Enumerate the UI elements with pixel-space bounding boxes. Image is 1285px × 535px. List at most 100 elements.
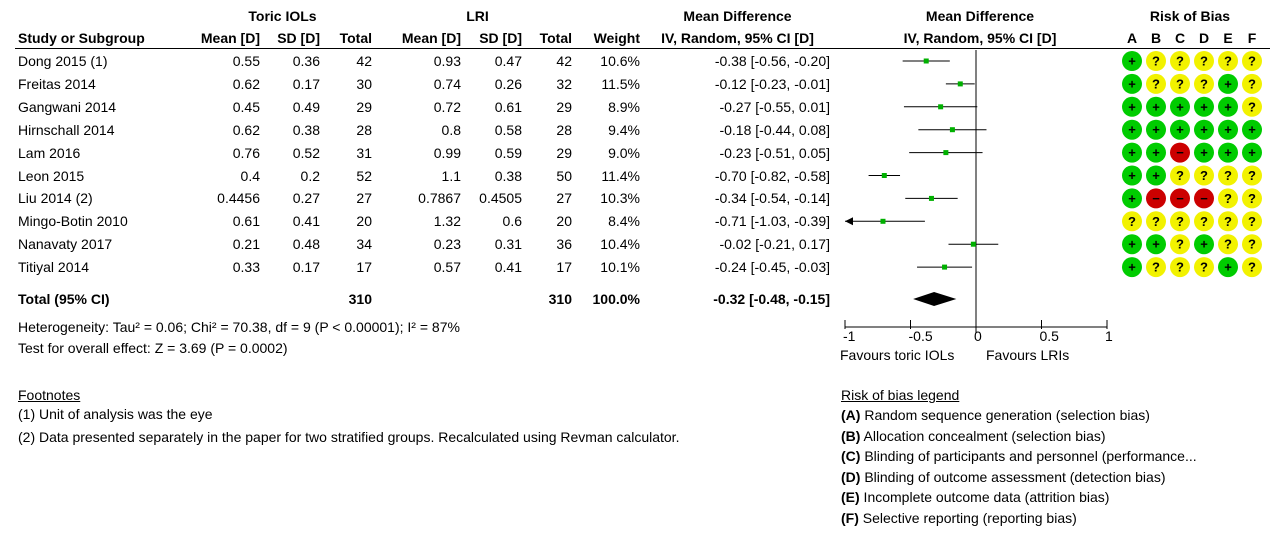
rob-symbol: + bbox=[1176, 99, 1184, 114]
n2-cell: 50 bbox=[556, 167, 572, 184]
rob-symbol: ? bbox=[1128, 214, 1136, 229]
rob-unclear-icon bbox=[1170, 234, 1190, 255]
rob-unclear-icon bbox=[1122, 211, 1142, 232]
total-n2: 310 bbox=[548, 291, 572, 307]
sd2-cell: 0.59 bbox=[494, 144, 522, 161]
rob-unclear-icon bbox=[1146, 211, 1166, 232]
n2-cell: 29 bbox=[556, 144, 572, 161]
rob-unclear-icon bbox=[1146, 73, 1166, 94]
footnotes-title: Footnotes bbox=[18, 387, 81, 403]
mean1-col-header: Mean [D] bbox=[200, 30, 260, 46]
rob-low-icon bbox=[1122, 165, 1142, 186]
rob-low-icon bbox=[1170, 96, 1190, 117]
mean2-cell: 0.7867 bbox=[418, 190, 461, 207]
rob-symbol: + bbox=[1224, 122, 1232, 137]
rob-symbol: ? bbox=[1248, 168, 1256, 183]
rob-legend-key: (D) bbox=[841, 468, 861, 485]
n2-cell: 27 bbox=[556, 190, 572, 207]
weight-col-header: Weight bbox=[593, 30, 640, 46]
rob-low-icon bbox=[1242, 119, 1262, 140]
n1-cell: 29 bbox=[356, 98, 372, 115]
pooled-diamond bbox=[913, 292, 957, 306]
n2-cell: 28 bbox=[556, 121, 572, 138]
rob-unclear-icon bbox=[1242, 257, 1262, 278]
rob-symbol: + bbox=[1152, 122, 1160, 137]
rob-symbol: + bbox=[1200, 237, 1208, 252]
rob-unclear-icon bbox=[1170, 257, 1190, 278]
point-estimate bbox=[942, 264, 948, 270]
sd2-cell: 0.26 bbox=[494, 75, 522, 92]
study-name: Leon 2015 bbox=[18, 167, 85, 184]
sd2-cell: 0.58 bbox=[494, 121, 522, 138]
sd2-cell: 0.41 bbox=[494, 259, 522, 276]
rob-low-icon bbox=[1146, 96, 1166, 117]
rob-symbol: + bbox=[1200, 145, 1208, 160]
rob-symbol: + bbox=[1176, 122, 1184, 137]
rob-low-icon bbox=[1194, 142, 1214, 163]
rob-symbol: − bbox=[1176, 191, 1184, 206]
study-name: Nanavaty 2017 bbox=[18, 236, 113, 253]
overall-effect-stat: Test for overall effect: Z = 3.69 (P = 0… bbox=[18, 340, 288, 356]
ci-arrow-left bbox=[845, 217, 853, 226]
rob-unclear-icon bbox=[1170, 211, 1190, 232]
rob-symbol: ? bbox=[1224, 214, 1232, 229]
x-tick-label: -1 bbox=[843, 328, 856, 344]
rob-symbol: ? bbox=[1248, 99, 1256, 114]
rob-legend-title: Risk of bias legend bbox=[841, 387, 960, 403]
rob-symbol: ? bbox=[1176, 54, 1184, 69]
rob-symbol: ? bbox=[1152, 214, 1160, 229]
ci-cell: -0.12 [-0.23, -0.01] bbox=[714, 75, 830, 92]
rob-low-icon bbox=[1194, 234, 1214, 255]
point-estimate bbox=[938, 104, 944, 110]
rob-high-icon bbox=[1194, 188, 1214, 209]
rob-unclear-icon bbox=[1218, 234, 1238, 255]
rob-symbol: ? bbox=[1200, 168, 1208, 183]
point-estimate bbox=[970, 241, 976, 247]
mean2-cell: 0.74 bbox=[433, 75, 461, 92]
favours-right-label: Favours LRIs bbox=[986, 347, 1070, 363]
rob-legend-text: Blinding of participants and personnel (… bbox=[860, 448, 1197, 465]
rob-low-icon bbox=[1194, 96, 1214, 117]
rob-symbol: ? bbox=[1248, 191, 1256, 206]
mean1-cell: 0.21 bbox=[232, 236, 260, 253]
rob-low-icon bbox=[1122, 73, 1142, 94]
rob-symbol: ? bbox=[1200, 54, 1208, 69]
rob-symbol: + bbox=[1128, 237, 1136, 252]
n2-cell: 17 bbox=[556, 259, 572, 276]
rob-letter-a: A bbox=[1126, 30, 1138, 46]
rob-symbol: ? bbox=[1248, 54, 1256, 69]
rob-symbol: + bbox=[1200, 122, 1208, 137]
mean2-cell: 0.57 bbox=[433, 259, 461, 276]
rob-low-icon bbox=[1122, 96, 1142, 117]
point-estimate bbox=[880, 218, 886, 224]
point-estimate bbox=[943, 150, 949, 156]
study-name: Mingo-Botin 2010 bbox=[18, 213, 128, 230]
sd1-cell: 0.41 bbox=[292, 213, 320, 230]
rob-symbol: − bbox=[1176, 145, 1184, 160]
rob-symbol: ? bbox=[1176, 214, 1184, 229]
sd2-cell: 0.31 bbox=[494, 236, 522, 253]
x-tick-label: 0 bbox=[974, 328, 982, 344]
rob-symbol: ? bbox=[1176, 260, 1184, 275]
favours-left-label: Favours toric IOLs bbox=[840, 347, 955, 363]
rob-symbol: ? bbox=[1200, 260, 1208, 275]
rob-low-icon bbox=[1146, 165, 1166, 186]
x-tick-label: 0.5 bbox=[1039, 328, 1059, 344]
rob-letter-f: F bbox=[1247, 30, 1257, 46]
sd1-cell: 0.38 bbox=[292, 121, 320, 138]
rob-high-icon bbox=[1170, 188, 1190, 209]
sd2-cell: 0.4505 bbox=[479, 190, 522, 207]
rob-symbol: + bbox=[1128, 191, 1136, 206]
ci-cell: -0.23 [-0.51, 0.05] bbox=[719, 144, 830, 161]
mean1-cell: 0.45 bbox=[232, 98, 260, 115]
rob-symbol: ? bbox=[1152, 260, 1160, 275]
n2-cell: 20 bbox=[556, 213, 572, 230]
rob-symbol: + bbox=[1152, 145, 1160, 160]
study-name: Gangwani 2014 bbox=[18, 98, 117, 115]
point-estimate bbox=[923, 58, 929, 64]
mean2-cell: 0.8 bbox=[441, 121, 461, 138]
sd2-cell: 0.6 bbox=[502, 213, 522, 230]
sd2-col-header: SD [D] bbox=[479, 30, 522, 46]
rob-legend-item: (B) Allocation concealment (selection bi… bbox=[841, 428, 1106, 444]
mean1-cell: 0.62 bbox=[232, 121, 260, 138]
